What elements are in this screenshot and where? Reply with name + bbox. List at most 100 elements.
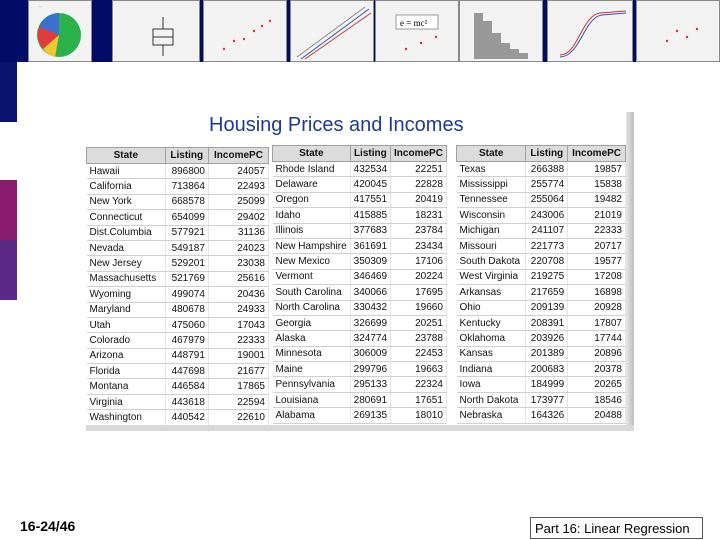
column-header: Listing bbox=[164, 147, 209, 164]
listing-cell: 200683 bbox=[525, 361, 569, 378]
table-row: Texas 266388 19857 bbox=[456, 161, 626, 178]
state-cell: South Carolina bbox=[272, 284, 351, 301]
thumbnail-strip: ... e = mc² bbox=[20, 0, 720, 62]
left-accent-bar bbox=[0, 62, 17, 540]
state-cell: Minnesota bbox=[272, 346, 351, 363]
income-cell: 19482 bbox=[567, 192, 626, 209]
pie-chart-thumbnail[interactable]: ... bbox=[28, 0, 92, 62]
table-row: Massachusetts 521769 25616 bbox=[86, 271, 270, 288]
housing-table-3: State Listing IncomePC Texas 266388 19857 Mis… bbox=[455, 145, 626, 424]
table-row: Illinois 377683 23784 bbox=[272, 223, 447, 239]
state-cell: California bbox=[86, 178, 166, 195]
listing-cell: 164326 bbox=[525, 407, 569, 424]
table-row: Idaho 415885 18231 bbox=[272, 207, 447, 224]
listing-cell: 241107 bbox=[525, 223, 569, 239]
income-cell: 22453 bbox=[390, 346, 447, 363]
table-row: Montana 446584 17865 bbox=[86, 378, 270, 395]
income-cell: 17695 bbox=[390, 284, 447, 301]
listing-cell: 415885 bbox=[350, 207, 392, 224]
listing-cell: 361691 bbox=[350, 238, 392, 255]
state-cell: Pennsylvania bbox=[272, 376, 351, 393]
state-cell: Alabama bbox=[272, 407, 351, 424]
listing-cell: 299796 bbox=[350, 361, 392, 378]
table-row: Pennsylvania 295133 22324 bbox=[272, 376, 447, 393]
income-cell: 19857 bbox=[567, 161, 626, 178]
state-cell: Idaho bbox=[272, 207, 351, 224]
income-cell: 24933 bbox=[208, 302, 270, 318]
income-cell: 18231 bbox=[390, 207, 447, 224]
state-cell: Kentucky bbox=[456, 315, 527, 332]
state-cell: Kansas bbox=[456, 346, 527, 363]
state-cell: New Mexico bbox=[272, 253, 351, 270]
listing-cell: 350309 bbox=[350, 253, 392, 270]
table-row: Indiana 200683 20378 bbox=[456, 361, 626, 378]
scatterplot-thumbnail[interactable] bbox=[203, 0, 287, 62]
income-cell: 20251 bbox=[390, 315, 447, 332]
listing-cell: 306009 bbox=[350, 346, 392, 363]
column-header: IncomePC bbox=[567, 145, 626, 162]
state-cell: Wyoming bbox=[86, 286, 166, 303]
regression-lines-thumbnail[interactable] bbox=[290, 0, 374, 62]
table-row: Wisconsin 243006 21019 bbox=[456, 207, 626, 224]
state-cell: Louisiana bbox=[272, 392, 351, 409]
state-cell: West Virginia bbox=[456, 269, 527, 286]
equation-scatter-thumbnail[interactable]: e = mc² bbox=[375, 0, 459, 62]
table-row: Connecticut 654099 29402 bbox=[86, 209, 270, 226]
income-cell: 20488 bbox=[567, 407, 626, 424]
table-row: South Dakota 220708 19577 bbox=[456, 253, 626, 270]
table-row: Kentucky 208391 17807 bbox=[456, 315, 626, 332]
income-cell: 17651 bbox=[390, 392, 447, 409]
column-header: State bbox=[455, 145, 527, 162]
state-cell: Mississippi bbox=[456, 176, 527, 193]
table-row: Vermont 346469 20224 bbox=[272, 269, 447, 286]
listing-cell: 432534 bbox=[350, 161, 392, 178]
state-cell: Missouri bbox=[456, 238, 527, 255]
listing-cell: 499074 bbox=[165, 286, 209, 303]
cumulative-curve-thumbnail[interactable] bbox=[547, 0, 633, 62]
income-cell: 22594 bbox=[208, 394, 270, 411]
listing-cell: 417551 bbox=[350, 192, 392, 209]
listing-cell: 521769 bbox=[165, 271, 209, 288]
histogram-thumbnail[interactable] bbox=[459, 0, 543, 62]
table-row: Virginia 443618 22594 bbox=[86, 394, 270, 411]
listing-cell: 217659 bbox=[525, 284, 569, 301]
listing-cell: 446584 bbox=[165, 378, 209, 395]
income-cell: 25099 bbox=[208, 194, 270, 211]
state-cell: New Jersey bbox=[86, 255, 166, 272]
income-cell: 22324 bbox=[390, 376, 447, 393]
column-header: Listing bbox=[349, 145, 392, 162]
income-cell: 17043 bbox=[208, 317, 270, 334]
income-cell: 21677 bbox=[208, 363, 270, 380]
table-row: Maryland 480678 24933 bbox=[86, 302, 270, 318]
housing-table-2: State Listing IncomePC Rhode Island 432534 2… bbox=[272, 145, 447, 424]
table-row: Nevada 549187 24023 bbox=[86, 240, 270, 257]
listing-cell: 377683 bbox=[350, 223, 392, 239]
table-row: Wyoming 499074 20436 bbox=[86, 286, 270, 303]
income-cell: 19001 bbox=[208, 348, 270, 365]
listing-cell: 269135 bbox=[350, 407, 392, 424]
residual-plot-thumbnail[interactable] bbox=[636, 0, 720, 62]
table-row: Delaware 420045 22828 bbox=[272, 176, 447, 193]
income-cell: 23788 bbox=[390, 330, 447, 347]
listing-cell: 220708 bbox=[525, 253, 569, 270]
table-row: Mississippi 255774 15838 bbox=[456, 176, 626, 193]
state-cell: Hawaii bbox=[86, 163, 166, 180]
table-row: Nebraska 164326 20488 bbox=[456, 407, 626, 424]
boxplot-thumbnail[interactable] bbox=[112, 0, 200, 62]
income-cell: 19577 bbox=[567, 253, 626, 270]
income-cell: 20717 bbox=[567, 238, 626, 255]
income-cell: 20436 bbox=[208, 286, 270, 303]
table-row: Tennessee 255064 19482 bbox=[456, 192, 626, 209]
state-cell: New Hampshire bbox=[272, 238, 351, 255]
table-row: Alaska 324774 23788 bbox=[272, 330, 447, 347]
income-cell: 23038 bbox=[208, 255, 270, 272]
state-cell: Vermont bbox=[272, 269, 351, 286]
listing-cell: 896800 bbox=[165, 163, 209, 180]
income-cell: 17865 bbox=[208, 378, 270, 395]
table-row: Maine 299796 19663 bbox=[272, 361, 447, 378]
state-cell: Georgia bbox=[272, 315, 351, 332]
column-header: IncomePC bbox=[207, 147, 270, 164]
listing-cell: 480678 bbox=[165, 302, 209, 318]
income-cell: 21019 bbox=[567, 207, 626, 224]
column-header: Listing bbox=[525, 145, 569, 162]
